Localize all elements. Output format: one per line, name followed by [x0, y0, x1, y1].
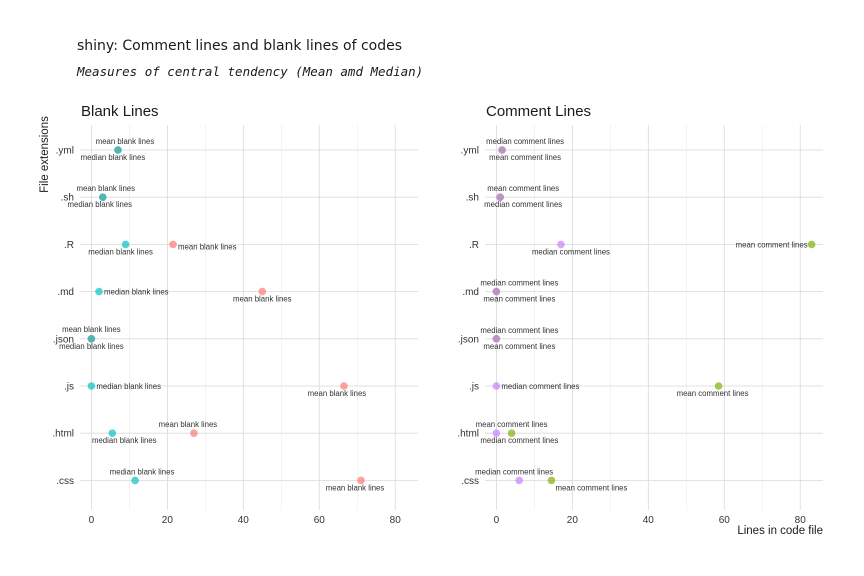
label-median-blank-lines-html: median blank lines — [92, 436, 157, 445]
label-mean-blank-lines-json: mean blank lines — [62, 325, 121, 334]
label-median-blank-lines-sh: median blank lines — [67, 200, 132, 209]
panel-title: Blank Lines — [81, 103, 159, 120]
point-mean-blank-lines-css — [357, 476, 365, 485]
label-median-comment-lines-yml: median comment lines — [486, 137, 564, 146]
label-mean-blank-lines-md: mean blank lines — [233, 295, 292, 304]
chart-title: shiny: Comment lines and blank lines of … — [77, 38, 402, 54]
x-axis-title: Lines in code file — [737, 525, 823, 537]
label-mean-blank-lines-yml: mean blank lines — [96, 137, 155, 146]
label-median-blank-lines-css: median blank lines — [110, 467, 175, 476]
label-mean-blank-lines-html: mean blank lines — [159, 420, 218, 429]
y-tick-label-yml: .yml — [56, 146, 74, 157]
label-median-blank-lines-md: median blank lines — [104, 288, 169, 297]
point-median-blank-lines-json — [87, 335, 96, 343]
y-tick-label-md: .md — [462, 287, 479, 298]
point-mean-comment-lines-js — [714, 382, 723, 390]
point-median-comment-lines-js — [492, 382, 501, 390]
point-median-comment-lines-css — [515, 476, 523, 485]
label-mean-comment-lines-html: mean comment lines — [476, 420, 548, 429]
label-median-comment-lines-html: median comment lines — [480, 436, 558, 445]
x-tick-label-0: 0 — [89, 515, 95, 526]
x-tick-label-40: 40 — [238, 515, 250, 526]
x-tick-label-80: 80 — [390, 515, 402, 526]
y-tick-label-html: .html — [457, 429, 479, 440]
x-tick-label-60: 60 — [719, 515, 731, 526]
label-mean-comment-lines-yml: mean comment lines — [489, 153, 561, 162]
point-median-blank-lines-r — [121, 240, 130, 249]
panel-title: Comment Lines — [486, 103, 591, 120]
y-tick-label-js: .js — [469, 382, 479, 393]
label-mean-blank-lines-r: mean blank lines — [178, 242, 237, 251]
point-median-comment-lines-yml — [498, 146, 506, 154]
point-median-blank-lines-yml — [114, 146, 122, 154]
label-mean-comment-lines-json: mean comment lines — [483, 342, 555, 351]
label-median-comment-lines-json: median comment lines — [480, 326, 558, 335]
label-mean-comment-lines-js: mean comment lines — [677, 389, 749, 398]
label-mean-comment-lines-css: mean comment lines — [555, 483, 627, 492]
label-median-blank-lines-js: median blank lines — [96, 382, 161, 391]
x-tick-label-40: 40 — [643, 515, 655, 526]
label-median-blank-lines-json: median blank lines — [59, 342, 124, 351]
label-mean-blank-lines-sh: mean blank lines — [77, 184, 136, 193]
point-median-comment-lines-html — [492, 429, 501, 438]
point-mean-blank-lines-js — [340, 382, 348, 390]
point-median-blank-lines-sh — [98, 193, 107, 201]
point-median-comment-lines-r — [557, 240, 565, 249]
point-median-blank-lines-js — [87, 382, 96, 390]
point-median-blank-lines-html — [108, 429, 117, 438]
label-median-comment-lines-css: median comment lines — [475, 467, 553, 476]
y-tick-label-css: .css — [461, 476, 479, 487]
x-tick-label-60: 60 — [314, 515, 326, 526]
label-mean-comment-lines-md: mean comment lines — [483, 295, 555, 304]
label-median-comment-lines-r: median comment lines — [532, 247, 610, 256]
x-tick-label-80: 80 — [795, 515, 807, 526]
blank-lines-panel: 0 20 40 60 80 .yml .sh .R .md .json .js .html .css Bl… — [39, 103, 418, 526]
y-tick-label-sh: .sh — [466, 193, 479, 204]
point-median-comment-lines-md — [492, 287, 501, 296]
point-median-comment-lines-sh — [496, 193, 504, 201]
point-median-blank-lines-md — [95, 287, 103, 296]
y-tick-label-css: .css — [56, 476, 74, 487]
y-tick-label-html: .html — [52, 429, 74, 440]
point-mean-comment-lines-r — [807, 240, 816, 249]
y-tick-label-yml: .yml — [461, 146, 479, 157]
x-tick-label-0: 0 — [494, 515, 500, 526]
label-mean-blank-lines-css: mean blank lines — [326, 483, 385, 492]
comment-lines-panel: 0 20 40 60 80 .yml .sh .R .md .json .js .html .css Co… — [457, 103, 823, 537]
label-median-comment-lines-sh: median comment lines — [484, 200, 562, 209]
point-mean-blank-lines-r — [169, 240, 177, 249]
y-tick-label-json: .json — [458, 334, 479, 345]
x-tick-label-20: 20 — [162, 515, 174, 526]
y-tick-label-json: .json — [53, 334, 74, 345]
y-tick-label-r: .R — [64, 240, 74, 251]
label-mean-blank-lines-js: mean blank lines — [308, 389, 367, 398]
chart-subtitle: Measures of central tendency (Mean amd M… — [76, 64, 423, 79]
y-axis-title: File extensions — [39, 116, 51, 193]
label-median-blank-lines-r: median blank lines — [88, 247, 153, 256]
label-median-blank-lines-yml: median blank lines — [81, 153, 146, 162]
point-mean-comment-lines-html — [507, 429, 516, 438]
label-median-comment-lines-js: median comment lines — [501, 382, 579, 391]
point-mean-blank-lines-html — [190, 429, 198, 438]
y-tick-label-js: .js — [64, 382, 74, 393]
label-mean-comment-lines-r: mean comment lines — [736, 240, 808, 249]
y-tick-label-md: .md — [57, 287, 74, 298]
point-median-comment-lines-json — [492, 335, 501, 343]
point-median-blank-lines-css — [131, 476, 139, 485]
y-tick-label-sh: .sh — [61, 193, 74, 204]
point-mean-comment-lines-css — [547, 476, 556, 485]
label-median-comment-lines-md: median comment lines — [480, 279, 558, 288]
label-mean-comment-lines-sh: mean comment lines — [487, 184, 559, 193]
y-tick-label-r: .R — [469, 240, 479, 251]
x-tick-label-20: 20 — [567, 515, 579, 526]
point-mean-blank-lines-md — [258, 287, 267, 296]
